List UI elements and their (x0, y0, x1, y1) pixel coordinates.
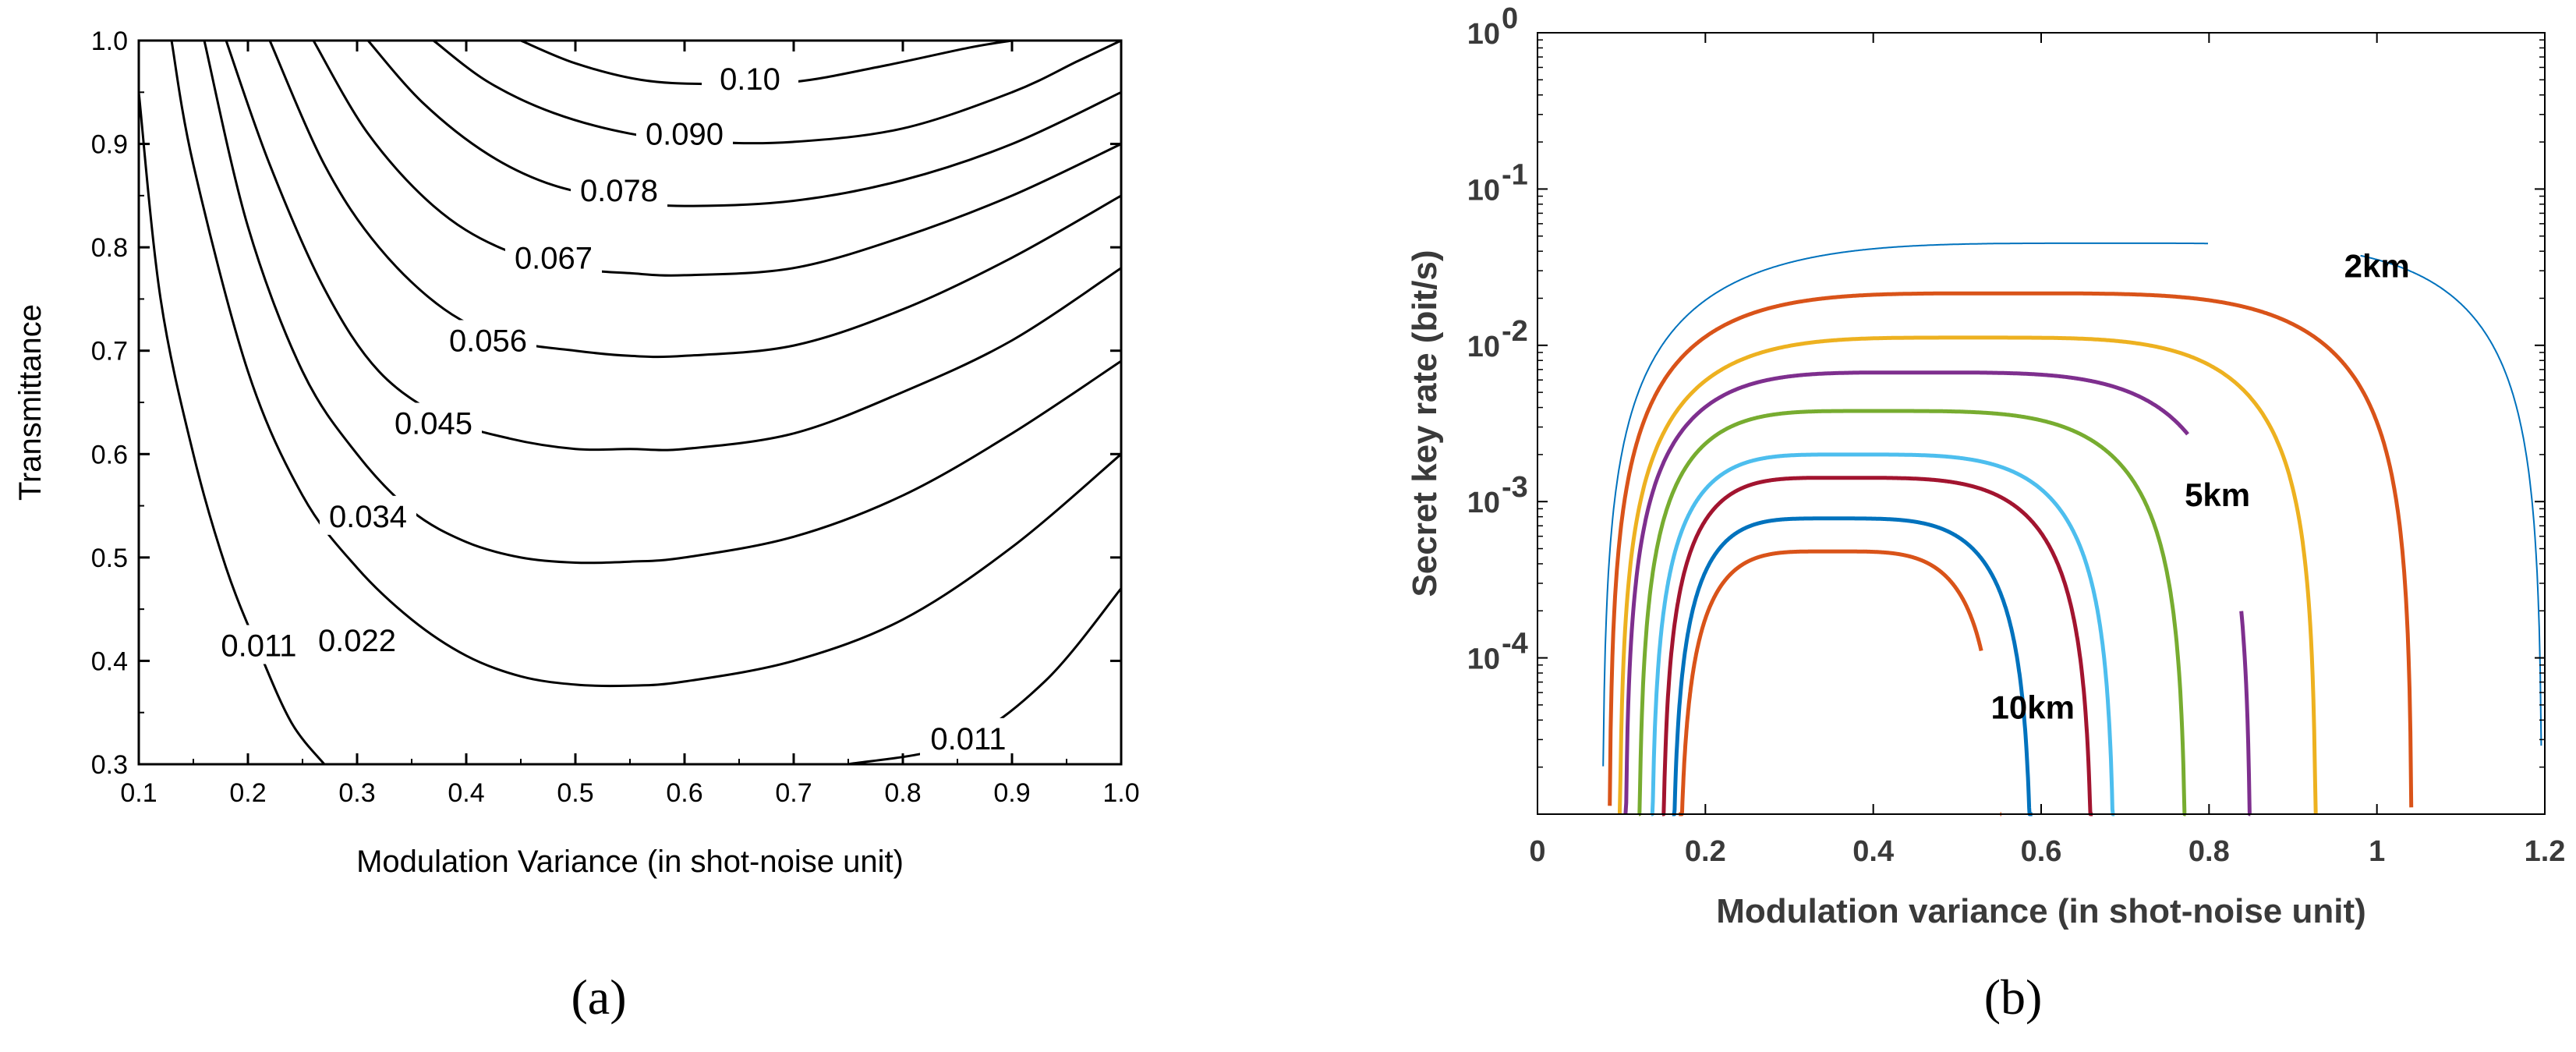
contour-label: 0.011 (930, 722, 1006, 756)
contour-label: 0.078 (580, 174, 658, 208)
series-line-2km (1602, 242, 2208, 767)
series-line-2km (2360, 254, 2542, 746)
series-annotation: 5km (2185, 476, 2250, 513)
x-tick-label-a: 0.6 (666, 778, 702, 808)
y-tick-label-a: 0.5 (91, 544, 128, 573)
contour-label-bg (440, 320, 536, 360)
x-tick-label-b: 0.2 (1685, 835, 1726, 868)
contour-line-0_078 (366, 40, 1122, 207)
panel-label-b: (b) (1984, 969, 2043, 1025)
series-line-8km (1661, 476, 2094, 816)
series-annotation: 2km (2344, 248, 2410, 285)
series-annotation: 10km (1991, 689, 2075, 725)
y-tick-label-b: 10 (1467, 331, 1500, 363)
contour-label-bg (211, 625, 307, 664)
contour-label: 0.090 (646, 117, 724, 151)
x-tick-label-a: 0.1 (120, 778, 157, 808)
series-line-5km (1623, 370, 2189, 815)
panel-label-a: (a) (571, 969, 626, 1025)
y-tick-exponent-b: -3 (1502, 471, 1528, 504)
x-axis-label-b: Modulation variance (in shot-noise unit) (1716, 892, 2366, 930)
contour-line-0_011 (137, 92, 326, 765)
series-line-7km (1650, 452, 2116, 816)
contour-line-0_011 (847, 587, 1123, 766)
series-line-9km (1670, 516, 2034, 816)
y-tick-label-a: 0.8 (91, 233, 128, 263)
x-tick-label-a: 0.5 (557, 778, 593, 808)
x-tick-label-a: 0.2 (229, 778, 266, 808)
x-tick-label-a: 0.8 (884, 778, 921, 808)
y-tick-label-b: 10 (1467, 643, 1500, 676)
contour-line-0_034 (203, 40, 1122, 565)
series-line-3km (1608, 291, 2414, 808)
y-tick-label-a: 0.9 (91, 130, 128, 160)
x-tick-label-b: 0.6 (2021, 835, 2062, 868)
y-tick-label-a: 0.6 (91, 440, 128, 469)
x-tick-label-b: 0.4 (1852, 835, 1894, 868)
contour-line-0_022 (170, 40, 1122, 688)
series-line-10km (1677, 549, 1983, 816)
series-line-6km (1637, 409, 2188, 816)
contour-labels: 0.011 0.011 0.022 0.034 0.045 0.056 0.067 0.078… (211, 58, 1017, 757)
contour-line-0_045 (225, 40, 1122, 452)
contour-label: 0.067 (515, 241, 593, 275)
y-tick-label-a: 1.0 (91, 27, 128, 56)
contour-label-bg (505, 237, 602, 277)
y-tick-label-b: 10 (1467, 174, 1500, 207)
y-axis-label-a: Transmittance (13, 304, 48, 501)
contour-label: 0.056 (449, 324, 527, 358)
contour-line-0_090 (433, 39, 1122, 145)
x-tick-label-a: 1.0 (1102, 778, 1139, 808)
contour-line-0_056 (268, 40, 1122, 359)
y-axis-label-b: Secret key rate (bit/s) (1406, 250, 1444, 597)
series-annotations: 2km 5km 10km (1991, 248, 2410, 726)
y-tick-label-a: 0.4 (91, 646, 128, 676)
x-tick-label-a: 0.9 (993, 778, 1030, 808)
x-tick-label-a: 0.3 (338, 778, 375, 808)
contour-label: 0.045 (395, 407, 472, 441)
y-tick-label-b: 10 (1467, 487, 1500, 519)
y-tick-label-b: 10 (1467, 18, 1500, 51)
x-tick-label-b: 0 (1529, 835, 1545, 868)
x-tick-label-b: 1 (2369, 835, 2385, 868)
axis-ticks-a: 0.1 0.2 0.3 0.4 0.5 0.6 0.7 0.8 0.9 1.0 0.3 0.4 0.5 0… (91, 27, 1140, 808)
contour-label-bg (385, 402, 482, 442)
y-tick-label-a: 0.3 (91, 750, 128, 780)
y-tick-exponent-b: -2 (1502, 315, 1528, 348)
series-lines (1602, 242, 2542, 816)
contour-label: 0.011 (221, 629, 296, 664)
contour-label: 0.10 (720, 62, 780, 97)
contour-label: 0.034 (329, 500, 407, 534)
series-line-5km (2239, 611, 2252, 816)
contour-lines (137, 39, 1123, 766)
y-tick-label-a: 0.7 (91, 337, 128, 367)
contour-label-bg (309, 619, 405, 659)
contour-label-bg (320, 495, 416, 535)
x-axis-label-a: Modulation Variance (in shot-noise unit) (356, 845, 904, 879)
contour-label: 0.022 (318, 624, 396, 658)
contour-label-bg (702, 58, 798, 98)
series-line-4km (1617, 335, 2318, 815)
y-tick-exponent-b: 0 (1502, 2, 1518, 35)
x-tick-label-b: 0.8 (2189, 835, 2230, 868)
x-tick-label-a: 0.4 (448, 778, 484, 808)
contour-label-bg (571, 170, 667, 210)
panel-a-contour-chart: 0.011 0.011 0.022 0.034 0.045 0.056 0.067 0.078… (13, 27, 1140, 1025)
y-tick-exponent-b: -4 (1502, 628, 1528, 661)
contour-line-0_067 (312, 40, 1122, 277)
contour-label-bg (636, 113, 733, 153)
y-tick-exponent-b: -1 (1502, 158, 1528, 191)
contour-label-bg (920, 717, 1017, 757)
x-tick-label-a: 0.7 (775, 778, 812, 808)
x-tick-label-b: 1.2 (2525, 835, 2566, 868)
